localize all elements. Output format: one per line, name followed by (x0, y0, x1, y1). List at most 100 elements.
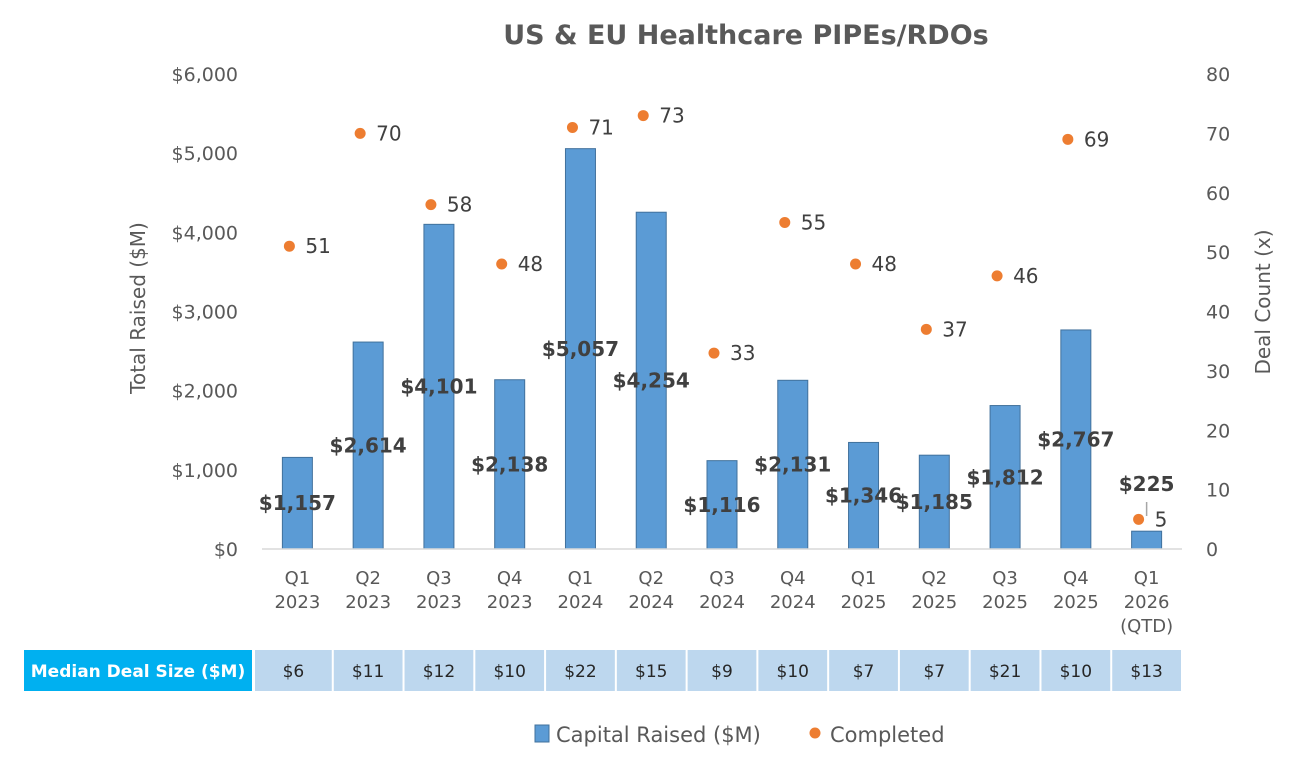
scatter-point (425, 199, 437, 211)
dot-data-labels: 51 70 58 48 71 73 33 55 48 37 46 69 5 (305, 104, 1167, 532)
dot-data-label: 70 (376, 121, 401, 145)
category-label: Q1 2023 (274, 568, 320, 613)
left-axis-title: Total Raised ($M) (126, 222, 150, 395)
left-tick-label: $5,000 (172, 143, 238, 165)
category-label: Q1 2024 (558, 568, 604, 613)
median-cells: $6 $11 $12 $10 $22 $15 $9 $10 $7 $7 $21 $10 $13 (255, 650, 1181, 691)
bar-data-label: $2,138 (471, 452, 548, 476)
median-cell-value: $12 (423, 662, 455, 682)
bar-data-label: $1,157 (259, 491, 336, 515)
median-cell-value: $9 (711, 662, 733, 682)
dot-data-label: 71 (588, 115, 613, 139)
left-tick-label: $4,000 (172, 222, 238, 244)
legend-bar-swatch (534, 724, 550, 743)
right-tick-label: 20 (1206, 420, 1230, 442)
bar-data-label: $4,254 (613, 369, 690, 393)
scatter-point (354, 127, 366, 139)
scatter-point (637, 110, 649, 122)
median-cell-value: $22 (564, 662, 596, 682)
median-cell-value: $6 (283, 662, 305, 682)
left-tick-label: $0 (214, 539, 238, 561)
scatter-point (1133, 513, 1145, 525)
dot-data-label: 37 (942, 317, 967, 341)
bar-data-labels: $1,157 $2,614 $4,101 $2,138 $5,057 $4,254 $1,1… (259, 337, 1175, 517)
median-cell-value: $21 (989, 662, 1021, 682)
median-cell (333, 650, 403, 691)
category-label: Q4 2024 (770, 568, 816, 613)
bar-series (281, 148, 1163, 550)
bar (281, 456, 313, 550)
median-header-cell (24, 650, 252, 691)
median-cell-value: $10 (777, 662, 809, 682)
bar-data-label: $1,812 (966, 465, 1043, 489)
legend-label-capital: Capital Raised ($M) (556, 723, 761, 747)
median-cell-value: $15 (635, 662, 667, 682)
right-tick-label: 70 (1206, 123, 1230, 145)
median-cell (1041, 650, 1111, 691)
bar-data-label: $2,131 (754, 453, 831, 477)
category-labels: Q1 2023 Q2 2023 Q3 2023 Q4 2023 Q1 2024 Q2 2024 Q3 20… (274, 568, 1173, 637)
median-cell-value: $10 (1060, 662, 1092, 682)
bar (494, 379, 526, 550)
bar-data-label: $2,614 (330, 434, 407, 458)
scatter-point (566, 121, 578, 133)
median-cell (404, 650, 474, 691)
bar (352, 341, 384, 550)
category-label: Q3 2024 (699, 568, 745, 613)
right-axis-ticks: 0 10 20 30 40 50 60 70 80 (1206, 64, 1230, 561)
category-label: Q3 2023 (416, 568, 462, 613)
bar-data-label: $4,101 (400, 375, 477, 399)
left-tick-label: $3,000 (172, 302, 238, 324)
median-cell (616, 650, 686, 691)
category-label: Q4 2023 (487, 568, 533, 613)
legend-label-completed: Completed (830, 723, 945, 747)
dot-data-label: 5 (1155, 507, 1168, 531)
dot-data-label: 33 (730, 341, 755, 365)
bar (989, 405, 1021, 550)
right-tick-label: 40 (1206, 302, 1230, 324)
median-cell (687, 650, 757, 691)
median-cell-value: $7 (923, 662, 945, 682)
median-cell (1112, 650, 1181, 691)
bar (918, 454, 950, 550)
scatter-point (779, 216, 791, 228)
median-cell-value: $11 (352, 662, 384, 682)
category-label: Q2 2023 (345, 568, 391, 613)
dot-data-label: 69 (1084, 127, 1109, 151)
dot-data-label: 58 (447, 193, 472, 217)
dot-data-label: 51 (305, 234, 330, 258)
median-cell-value: $7 (853, 662, 875, 682)
bar-data-label: $1,185 (896, 490, 973, 514)
scatter-point (1062, 133, 1074, 145)
right-tick-label: 30 (1206, 361, 1230, 383)
median-cell-value: $13 (1130, 662, 1162, 682)
category-label: Q3 2025 (982, 568, 1028, 613)
median-cell (970, 650, 1040, 691)
right-tick-label: 60 (1206, 183, 1230, 205)
dot-data-label: 48 (518, 252, 543, 276)
bar-data-label: $2,767 (1037, 427, 1114, 451)
left-tick-label: $1,000 (172, 460, 238, 482)
median-cell (829, 650, 898, 691)
bar (423, 223, 455, 550)
category-label: Q1 2025 (841, 568, 887, 613)
right-axis-title: Deal Count (x) (1251, 229, 1275, 374)
right-tick-label: 0 (1206, 539, 1218, 561)
median-cell (255, 650, 332, 691)
bar-data-label: $225 (1119, 472, 1175, 496)
scatter-point (496, 258, 508, 270)
dot-data-label: 55 (801, 210, 826, 234)
right-tick-label: 10 (1206, 480, 1230, 502)
category-label: Q4 2025 (1053, 568, 1099, 613)
left-axis-ticks: $0 $1,000 $2,000 $3,000 $4,000 $5,000 $6,000 (172, 64, 238, 561)
scatter-point (708, 347, 720, 359)
right-tick-label: 80 (1206, 64, 1230, 86)
median-deal-size-row: Median Deal Size ($M) $6 $11 $12 $10 $22 $15 $… (24, 650, 1181, 691)
left-tick-label: $6,000 (172, 64, 238, 86)
median-header-label: Median Deal Size ($M) (31, 662, 246, 682)
bar (1060, 329, 1092, 550)
bar-data-label: $1,346 (825, 484, 902, 508)
median-cell (899, 650, 969, 691)
left-tick-label: $2,000 (172, 381, 238, 403)
